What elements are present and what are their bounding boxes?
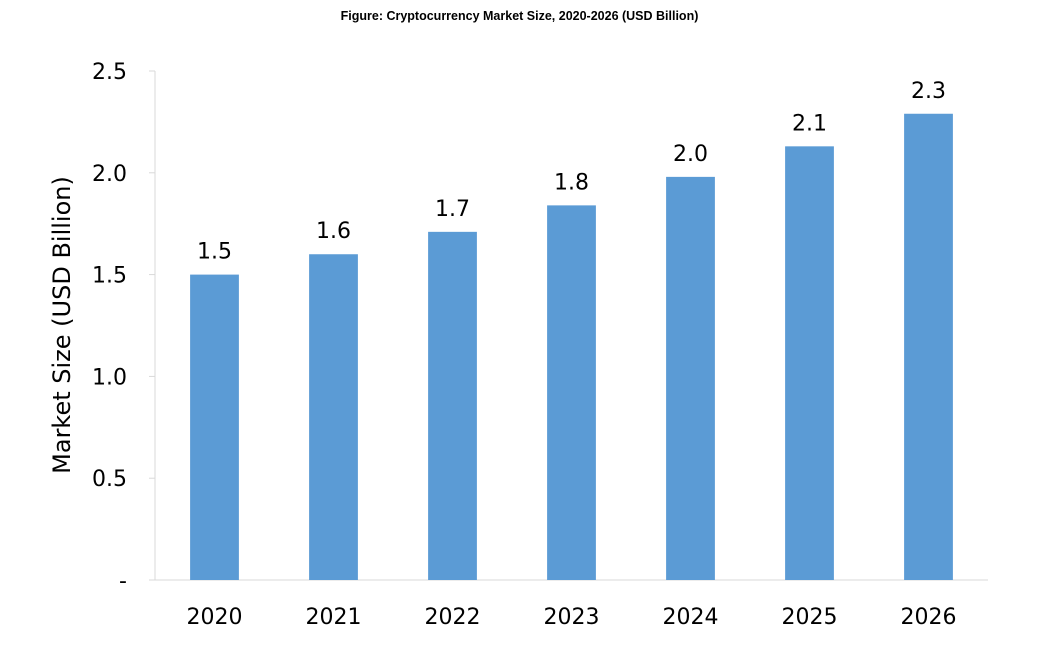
bar <box>190 274 239 580</box>
x-tick-label: 2020 <box>187 605 243 630</box>
bar-value-label: 2.1 <box>792 111 827 136</box>
bar <box>666 176 715 580</box>
x-tick-label: 2026 <box>901 605 957 630</box>
x-tick-label: 2022 <box>425 605 481 630</box>
y-tick-label: - <box>119 569 127 594</box>
x-tick-label: 2023 <box>544 605 600 630</box>
y-axis-title: Market Size (USD Billion) <box>48 176 76 474</box>
bar-value-label: 2.3 <box>911 79 946 104</box>
chart-title: Figure: Cryptocurrency Market Size, 2020… <box>340 9 699 23</box>
bar-value-label: 1.6 <box>316 219 351 244</box>
bars <box>190 113 953 581</box>
bar <box>904 113 953 581</box>
bar <box>785 146 834 580</box>
bar <box>309 254 358 581</box>
bar-value-label: 2.0 <box>673 142 708 167</box>
x-tick-label: 2021 <box>306 605 362 630</box>
x-tick-label: 2024 <box>663 605 719 630</box>
bar-value-label: 1.8 <box>554 170 589 195</box>
y-axis: - 0.5 1.0 1.5 2.0 2.5 <box>92 60 156 594</box>
x-axis: 2020 2021 2022 2023 2024 2025 2026 <box>155 579 988 630</box>
bar <box>547 205 596 580</box>
data-labels: 1.5 1.6 1.7 1.8 2.0 2.1 2.3 <box>197 79 946 265</box>
bar-value-label: 1.5 <box>197 240 232 265</box>
bar-value-label: 1.7 <box>435 197 470 222</box>
y-tick-label: 1.0 <box>92 365 127 390</box>
x-tick-label: 2025 <box>782 605 838 630</box>
y-tick-label: 2.5 <box>92 60 127 85</box>
y-tick-label: 2.0 <box>92 162 127 187</box>
bar <box>428 231 477 580</box>
y-tick-label: 1.5 <box>92 264 127 289</box>
y-tick-label: 0.5 <box>92 467 127 492</box>
